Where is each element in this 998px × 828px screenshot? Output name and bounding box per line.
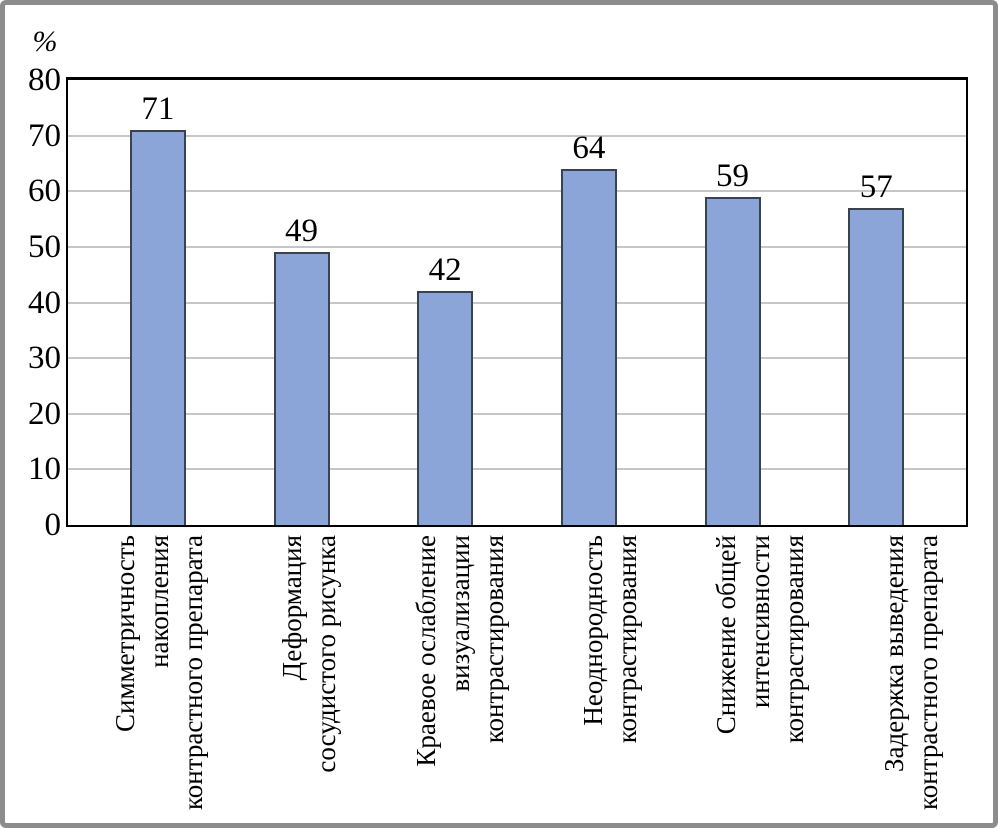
category-label-slot: Краевое ослабление визуализации контрастир… <box>385 529 535 821</box>
category-label-slot: Симметричность накопления контрастного пре… <box>84 529 234 821</box>
y-tick-label: 70 <box>28 117 61 154</box>
category-label: Задержка выведения контрастного препарата <box>841 535 981 815</box>
category-label-line: контрастного препарата <box>178 535 209 810</box>
category-label-slot: Неоднородность контрастирования <box>535 529 685 821</box>
bar-value-label: 71 <box>141 91 175 128</box>
bar <box>129 130 186 525</box>
bar-slot: 64 <box>517 80 661 525</box>
category-label-line: Неоднородность <box>578 535 609 726</box>
bar-value-label: 64 <box>572 130 606 166</box>
category-label-line: интенсивности <box>745 535 776 709</box>
category-label-slot: Задержка выведения контрастного препарата <box>836 529 986 821</box>
plot-area: 71 49 42 64 59 57 <box>66 77 968 527</box>
category-label: Снижение общей интенсивности контрастирова… <box>690 535 830 815</box>
bars-row: 71 49 42 64 59 57 <box>68 80 966 525</box>
y-axis-tick-labels: 0 10 20 30 40 50 60 70 80 <box>5 5 61 823</box>
category-label-slot: Снижение общей интенсивности контрастирова… <box>685 529 835 821</box>
category-label: Симметричность накопления контрастного пре… <box>89 535 229 815</box>
category-label-line: Краевое ослабление <box>410 535 441 767</box>
bar <box>273 252 330 525</box>
bar-slot: 57 <box>804 80 948 525</box>
y-axis-unit-label: % <box>32 25 58 58</box>
bar-slot: 49 <box>230 80 374 525</box>
x-axis-labels: Симметричность накопления контрастного пре… <box>66 529 993 821</box>
category-label-line: контрастирования <box>478 535 509 744</box>
category-label-line: Снижение общей <box>711 535 742 735</box>
category-label: Деформация сосудистого рисунка <box>239 535 379 815</box>
bar-slot: 59 <box>661 80 805 525</box>
y-tick-label: 0 <box>44 507 62 543</box>
bar-value-label: 49 <box>285 213 318 250</box>
y-tick-label: 50 <box>28 228 61 265</box>
bar <box>417 291 474 525</box>
bar-value-label: 59 <box>716 157 750 194</box>
category-label-line: Симметричность <box>110 535 141 732</box>
bar-slot: 42 <box>373 80 517 525</box>
bar <box>848 207 905 525</box>
y-tick-label: 10 <box>28 451 61 488</box>
category-label-line: контрастирования <box>612 535 643 744</box>
y-tick-label: 80 <box>28 62 61 98</box>
bar-value-label: 57 <box>859 168 893 205</box>
category-label-line: контрастирования <box>779 535 810 744</box>
y-tick-label: 20 <box>28 395 61 432</box>
y-tick-label: 60 <box>28 173 61 210</box>
category-label-line: Задержка выведения <box>878 535 909 772</box>
y-tick-label: 40 <box>28 284 61 321</box>
category-label-line: визуализации <box>444 535 475 692</box>
category-label-line: накопления <box>144 535 175 668</box>
bar <box>560 169 617 525</box>
bar-slot: 71 <box>86 80 230 525</box>
category-label-slot: Деформация сосудистого рисунка <box>234 529 384 821</box>
y-tick-label: 30 <box>28 340 61 377</box>
category-label-line: сосудистого рисунка <box>311 535 342 773</box>
bar <box>704 196 761 525</box>
category-label-line: контрастного препарата <box>912 535 943 810</box>
category-label-line: Деформация <box>277 535 308 681</box>
bar-value-label: 42 <box>428 252 462 289</box>
category-label: Краевое ослабление визуализации контрастир… <box>390 535 530 815</box>
category-label: Неоднородность контрастирования <box>540 535 680 815</box>
